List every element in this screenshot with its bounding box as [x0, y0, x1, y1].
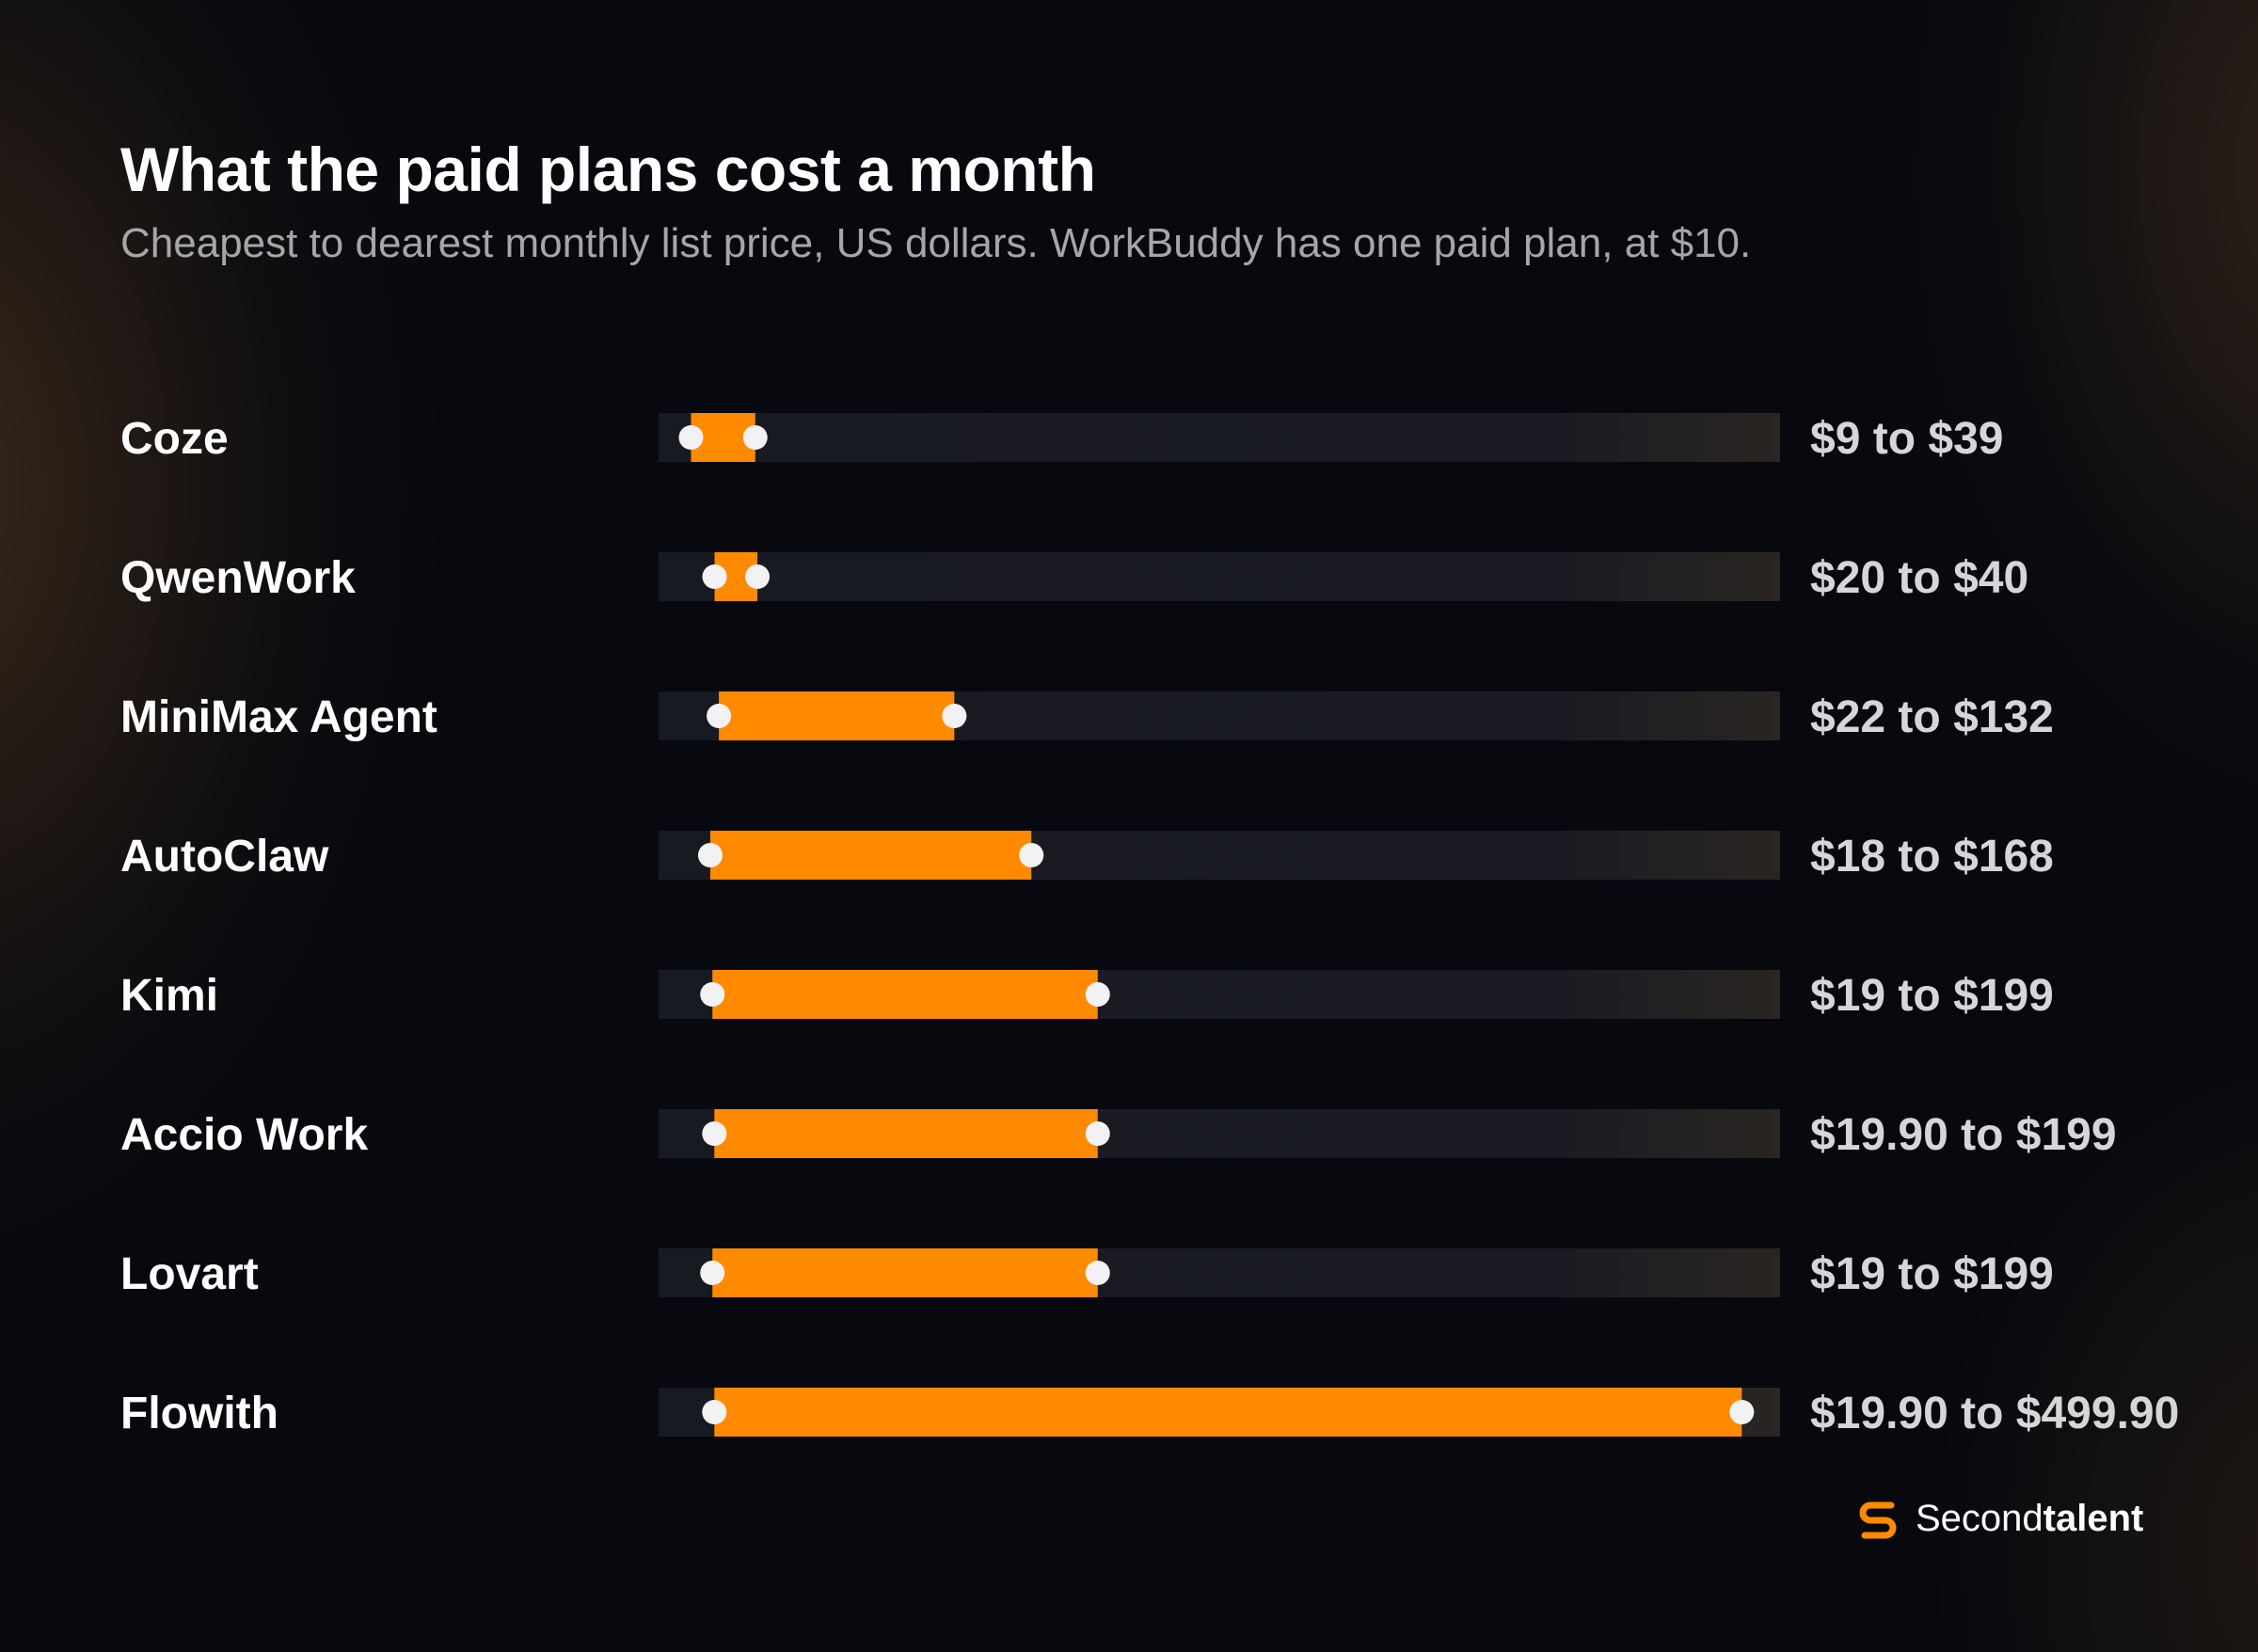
row-accio-work: Accio Work $19.90 to $199	[120, 1109, 2117, 1160]
min-price-dot	[702, 564, 727, 589]
min-price-dot	[697, 843, 723, 867]
chart-title: What the paid plans cost a month	[120, 135, 1096, 204]
min-price-dot	[702, 1400, 727, 1424]
max-price-dot	[1085, 1121, 1110, 1146]
min-price-dot	[700, 982, 725, 1007]
price-range-label: $19.90 to $499.90	[1810, 1389, 2179, 1438]
min-price-dot	[702, 1121, 727, 1146]
max-price-dot	[942, 704, 967, 728]
price-range-bar	[719, 691, 955, 740]
max-price-dot	[1019, 843, 1044, 867]
price-range-label: $9 to $39	[1810, 414, 2003, 464]
min-price-dot	[678, 425, 704, 450]
chart-subtitle: Cheapest to dearest monthly list price, …	[120, 220, 1752, 266]
row-label: Lovart	[120, 1249, 259, 1299]
row-label: Kimi	[120, 971, 218, 1021]
row-label: QwenWork	[120, 553, 356, 603]
price-range-bar	[714, 1109, 1098, 1158]
max-price-dot	[1085, 982, 1110, 1007]
min-price-dot	[707, 704, 732, 728]
bar-track	[659, 413, 1780, 462]
row-minimax-agent: MiniMax Agent $22 to $132	[120, 691, 2054, 742]
row-label: MiniMax Agent	[120, 692, 437, 742]
min-price-dot	[700, 1261, 725, 1285]
row-label: Coze	[120, 414, 229, 464]
secondtalent-logo: Secondtalent	[1853, 1490, 2143, 1547]
max-price-dot	[742, 425, 768, 450]
secondtalent-logo-icon	[1859, 1501, 1897, 1539]
row-qwenwork: QwenWork $20 to $40	[120, 552, 2028, 603]
row-autoclaw: AutoClaw $18 to $168	[120, 831, 2054, 882]
row-coze: Coze $9 to $39	[120, 413, 2003, 464]
price-range-bar	[712, 970, 1098, 1019]
price-range-label: $22 to $132	[1810, 692, 2054, 742]
row-label: Accio Work	[120, 1110, 368, 1160]
secondtalent-logo-text: Secondtalent	[1916, 1497, 2144, 1539]
row-label: AutoClaw	[120, 832, 329, 882]
price-range-label: $20 to $40	[1810, 553, 2028, 603]
row-lovart: Lovart $19 to $199	[120, 1248, 2054, 1299]
price-range-bar	[709, 831, 1032, 880]
row-kimi: Kimi $19 to $199	[120, 970, 2054, 1021]
max-price-dot	[1085, 1261, 1110, 1285]
price-range-label: $19 to $199	[1810, 971, 2054, 1021]
row-label: Flowith	[120, 1389, 278, 1438]
bar-track	[659, 552, 1780, 601]
price-range-bar	[712, 1248, 1098, 1297]
price-range-bar	[714, 1388, 1742, 1437]
price-range-label: $19.90 to $199	[1810, 1110, 2117, 1160]
max-price-dot	[1729, 1400, 1755, 1424]
max-price-dot	[745, 564, 771, 589]
row-flowith: Flowith $19.90 to $499.90	[120, 1388, 2179, 1438]
price-range-label: $19 to $199	[1810, 1249, 2054, 1299]
price-range-label: $18 to $168	[1810, 832, 2054, 882]
